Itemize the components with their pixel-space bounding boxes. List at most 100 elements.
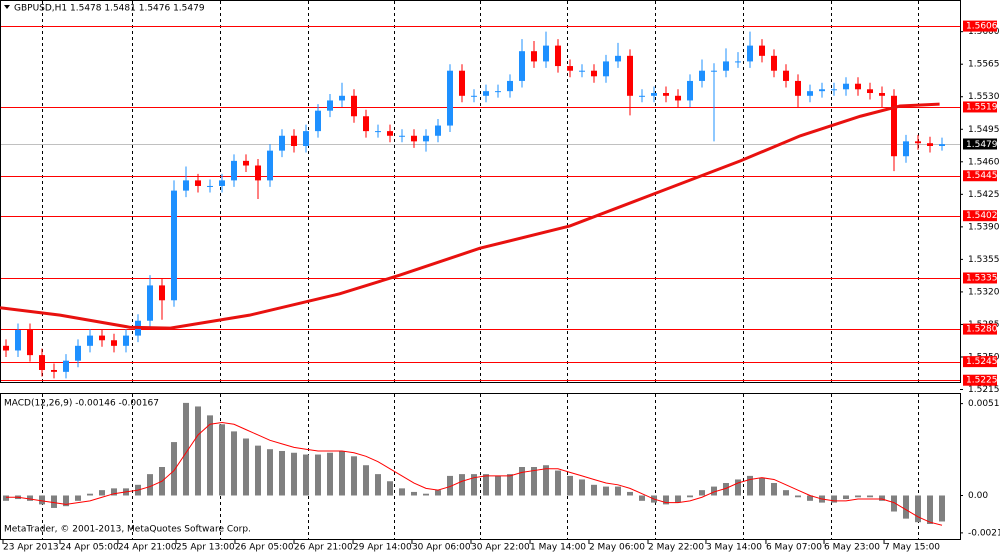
macd-bar <box>447 475 453 496</box>
candle-body <box>219 180 225 186</box>
moving-average <box>0 102 940 330</box>
current-price-box <box>963 138 997 150</box>
candle-body <box>315 110 321 132</box>
macd-bar <box>243 438 249 496</box>
candle-body <box>75 345 81 361</box>
candle-body <box>291 135 297 146</box>
macd-bar <box>723 483 729 496</box>
macd-title: MACD(12,26,9) -0.00146 -0.00167 <box>4 399 159 409</box>
x-tick-label: 25 Apr 13:00 <box>176 543 235 553</box>
level-label-box <box>963 374 997 386</box>
candle-body <box>375 131 381 133</box>
macd-bar <box>327 452 333 496</box>
macd-bar <box>579 479 585 496</box>
macd-bar <box>591 484 597 496</box>
candle-body <box>867 89 873 94</box>
macd-bar <box>771 483 777 496</box>
candle-body <box>423 135 429 142</box>
macd-bar <box>39 495 45 505</box>
macd-bar <box>339 450 345 496</box>
macd-bar <box>195 406 201 496</box>
candle-body <box>579 70 585 72</box>
candle-body <box>747 45 753 62</box>
macd-bar <box>735 479 741 496</box>
candle-body <box>735 61 741 63</box>
candle-body <box>507 80 513 92</box>
y-tick-label: 1.5565 <box>968 60 1000 70</box>
candle-body <box>903 141 909 157</box>
candle-body <box>603 61 609 77</box>
macd-bar <box>603 486 609 496</box>
macd-bar <box>183 402 189 496</box>
candle-body <box>147 285 153 321</box>
candle-body <box>351 95 357 117</box>
candle-body <box>795 80 801 96</box>
macd-bar <box>219 424 225 496</box>
candle-body <box>927 143 933 146</box>
level-label: 1.5335 <box>966 273 998 283</box>
level-label-box <box>963 323 997 335</box>
macd-bar <box>831 495 837 503</box>
macd-bar <box>675 495 681 503</box>
macd-bar <box>435 490 441 496</box>
candle-body <box>771 55 777 71</box>
y-tick-label: 0.00 <box>968 491 988 501</box>
macd-bar <box>519 467 525 496</box>
level-label: 1.5245 <box>966 357 998 367</box>
candle-body <box>87 335 93 346</box>
candle-body <box>243 160 249 166</box>
candle-body <box>483 91 489 96</box>
candle-body <box>519 51 525 81</box>
x-tick-label: 29 Apr 14:00 <box>353 543 412 553</box>
macd-bar <box>351 456 357 496</box>
x-tick-label: 7 May 15:00 <box>884 543 940 553</box>
macd-bar <box>63 495 69 507</box>
level-label: 1.5606 <box>966 22 998 32</box>
candle-body <box>447 70 453 126</box>
candle-body <box>615 55 621 62</box>
candle-body <box>891 95 897 157</box>
macd-bar <box>879 495 885 501</box>
x-tick-label: 30 Apr 22:00 <box>471 543 530 553</box>
level-label: 1.5519 <box>966 102 998 112</box>
x-tick-label: 26 Apr 05:00 <box>235 543 294 553</box>
candle-body <box>555 45 561 67</box>
level-label: 1.5225 <box>966 376 998 386</box>
candle-body <box>543 45 549 62</box>
candle-body <box>303 131 309 146</box>
candle-body <box>723 61 729 71</box>
macd-bar <box>399 488 405 496</box>
x-tick-label: 2 May 06:00 <box>589 543 645 553</box>
candle-body <box>339 95 345 101</box>
menu-arrow[interactable] <box>4 5 10 9</box>
candle-body <box>399 135 405 137</box>
candle-body <box>111 340 117 346</box>
candle-body <box>783 70 789 81</box>
macd-bar <box>495 475 501 496</box>
candle-body <box>939 144 945 146</box>
macd-bar <box>759 477 765 496</box>
candle-body <box>855 83 861 90</box>
macd-bar <box>531 467 537 496</box>
candle-body <box>639 95 645 97</box>
candle-body <box>435 125 441 136</box>
macd-bar <box>903 495 909 519</box>
macd-bar <box>567 475 573 496</box>
candle-body <box>387 131 393 136</box>
x-tick-label: 24 Apr 21:00 <box>118 543 177 553</box>
level-label: 1.5402 <box>966 211 998 221</box>
macd-bar <box>543 465 549 496</box>
macd-bar <box>459 474 465 496</box>
level-label: 1.5445 <box>966 171 998 181</box>
candle-body <box>591 70 597 77</box>
candle-body <box>279 135 285 151</box>
macd-bar <box>939 495 945 522</box>
candle-body <box>627 55 633 96</box>
macd-bar <box>615 486 621 496</box>
x-tick-label: 1 May 14:00 <box>530 543 586 553</box>
macd-bar <box>375 474 381 496</box>
candle-body <box>3 345 9 351</box>
candle-body <box>231 160 237 181</box>
macd-bar <box>843 495 849 500</box>
candle-body <box>699 70 705 81</box>
